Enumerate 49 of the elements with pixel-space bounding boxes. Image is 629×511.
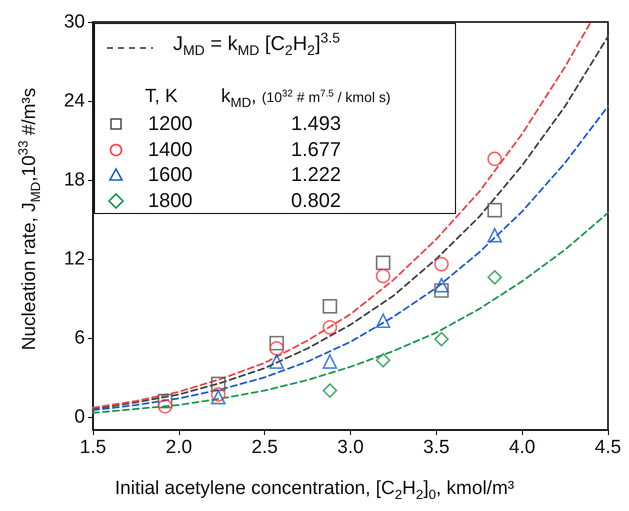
legend-label: 1400 <box>148 138 192 162</box>
annotation: 1.222 <box>291 164 342 187</box>
point <box>434 283 449 298</box>
x-axis-title: Initial acetylene concentration, [C$_{2}$H$_{2}$]$_{0}$, kmol/m³ <box>114 478 516 502</box>
point <box>322 383 338 398</box>
y-tick-label: 30 <box>64 12 85 32</box>
point <box>434 278 449 293</box>
annotation: k$_{MD}$, (10$^{32}$ # m$^{7.5}$ / kmol s) <box>221 86 391 110</box>
point <box>158 399 172 414</box>
x-tick-label: 3.5 <box>423 437 450 458</box>
point <box>434 332 449 346</box>
legend-label: 1200 <box>148 113 192 136</box>
y-tick-label: 18 <box>64 169 85 190</box>
point <box>211 376 226 392</box>
point <box>269 341 284 356</box>
y-tick-label: 24 <box>64 90 86 112</box>
point <box>376 352 390 368</box>
point <box>434 256 449 272</box>
point <box>376 268 390 284</box>
point <box>487 152 502 166</box>
annotation: 1.493 <box>291 113 342 136</box>
legend-label: 1600 <box>148 164 192 187</box>
x-tick-label: 1.5 <box>80 437 106 458</box>
legend-label: 1800 <box>148 190 192 212</box>
x-tick-label: 4.0 <box>508 437 536 458</box>
point <box>487 202 502 218</box>
point <box>376 256 390 270</box>
legend-title: T, K <box>145 86 178 108</box>
x-tick-label: 2.5 <box>251 437 278 458</box>
point <box>269 354 284 369</box>
point <box>322 354 338 369</box>
line-series <box>92 105 609 412</box>
line-series <box>92 212 609 414</box>
y-tick-label: 0 <box>74 406 85 428</box>
annotation: 0.802 <box>291 190 342 212</box>
point <box>376 313 390 328</box>
x-tick-label: 3.0 <box>337 437 364 458</box>
text: J$_{MD}$ = k$_{MD}$ [C$_{2}$H$_{2}$]$^{3.5}$ <box>173 29 340 58</box>
point <box>269 336 284 350</box>
y-tick-label: 6 <box>74 327 85 348</box>
point <box>322 298 338 314</box>
y-tick-label: 12 <box>64 248 85 270</box>
point <box>322 320 338 335</box>
annotation: 1.677 <box>291 138 342 162</box>
point <box>487 228 502 243</box>
x-tick-label: 4.5 <box>594 437 622 458</box>
x-tick-label: 2.0 <box>166 437 192 458</box>
point <box>158 394 172 408</box>
point <box>487 270 502 285</box>
